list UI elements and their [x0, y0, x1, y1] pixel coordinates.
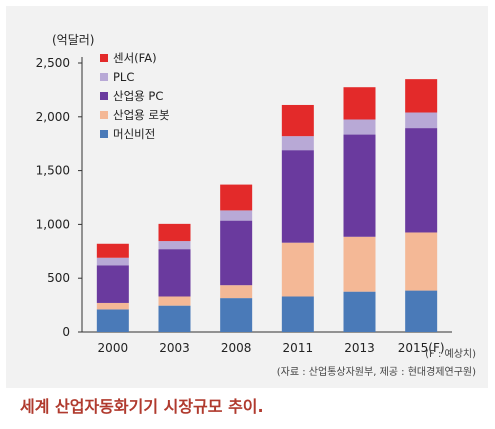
y-tick-label: 2,000 [36, 110, 70, 124]
bar-segment [281, 150, 314, 243]
legend-label: 센서(FA) [113, 51, 157, 65]
bar-segment [281, 242, 314, 297]
bar-segment [281, 296, 314, 332]
bar-segment [343, 291, 376, 332]
bar-segment [220, 210, 253, 221]
bar-segment [96, 243, 129, 258]
forecast-note: (F : 예상치) [425, 348, 476, 360]
bar-segment [405, 128, 438, 233]
y-tick-label: 1,000 [36, 217, 70, 231]
bar-segment [220, 285, 253, 299]
x-tick-label: 2015(F) [398, 341, 445, 355]
legend-swatch [100, 54, 108, 62]
bar-segment [158, 223, 191, 242]
x-tick-label: 2000 [98, 341, 129, 355]
bar-segment [96, 257, 129, 266]
legend-swatch [100, 130, 108, 138]
source-note: (자료 : 산업통상자원부, 제공 : 현대경제연구원) [277, 365, 476, 378]
bar-segment [405, 79, 438, 113]
legend-label: PLC [113, 70, 134, 84]
legend-swatch [100, 73, 108, 81]
bar-segment [220, 184, 253, 211]
bar-segment [220, 220, 253, 286]
legend-label: 머신비전 [113, 127, 155, 141]
x-ticks: 2000 2003 2008 2011 2013 2015(F) [98, 341, 445, 355]
y-tick-label: 2,500 [36, 56, 70, 70]
legend-label: 산업용 로봇 [113, 108, 170, 122]
bar-segment [343, 236, 376, 292]
x-tick-label: 2011 [283, 341, 314, 355]
x-tick-label: 2008 [221, 341, 252, 355]
bar-segment [158, 296, 191, 306]
bar-segment [158, 241, 191, 250]
bar-segment [343, 87, 376, 120]
bar-segment [405, 290, 438, 332]
bar-segment [96, 265, 129, 303]
figure-caption: 세계 산업자동화기기 시장규모 추이. [20, 397, 264, 416]
x-tick-label: 2003 [159, 341, 190, 355]
bars [96, 79, 438, 332]
bar-segment [96, 302, 129, 310]
bar-segment [220, 298, 253, 332]
y-unit-label: (억달러) [52, 33, 94, 47]
y-tick-label: 500 [47, 271, 70, 285]
y-ticks: 0 500 1,000 1,500 2,000 2,500 [36, 56, 82, 339]
legend-swatch [100, 92, 108, 100]
bar-segment [281, 104, 314, 137]
legend-label: 산업용 PC [113, 89, 163, 103]
bar-segment [405, 112, 438, 129]
bar-segment [158, 305, 191, 332]
bar-segment [96, 309, 129, 332]
y-tick-label: 1,500 [36, 164, 70, 178]
bar-segment [405, 232, 438, 291]
bar-segment [281, 136, 314, 151]
bar-segment [158, 249, 191, 297]
x-tick-label: 2013 [344, 341, 375, 355]
legend-swatch [100, 111, 108, 119]
bar-segment [343, 119, 376, 135]
y-tick-label: 0 [62, 325, 70, 339]
bar-segment [343, 134, 376, 237]
